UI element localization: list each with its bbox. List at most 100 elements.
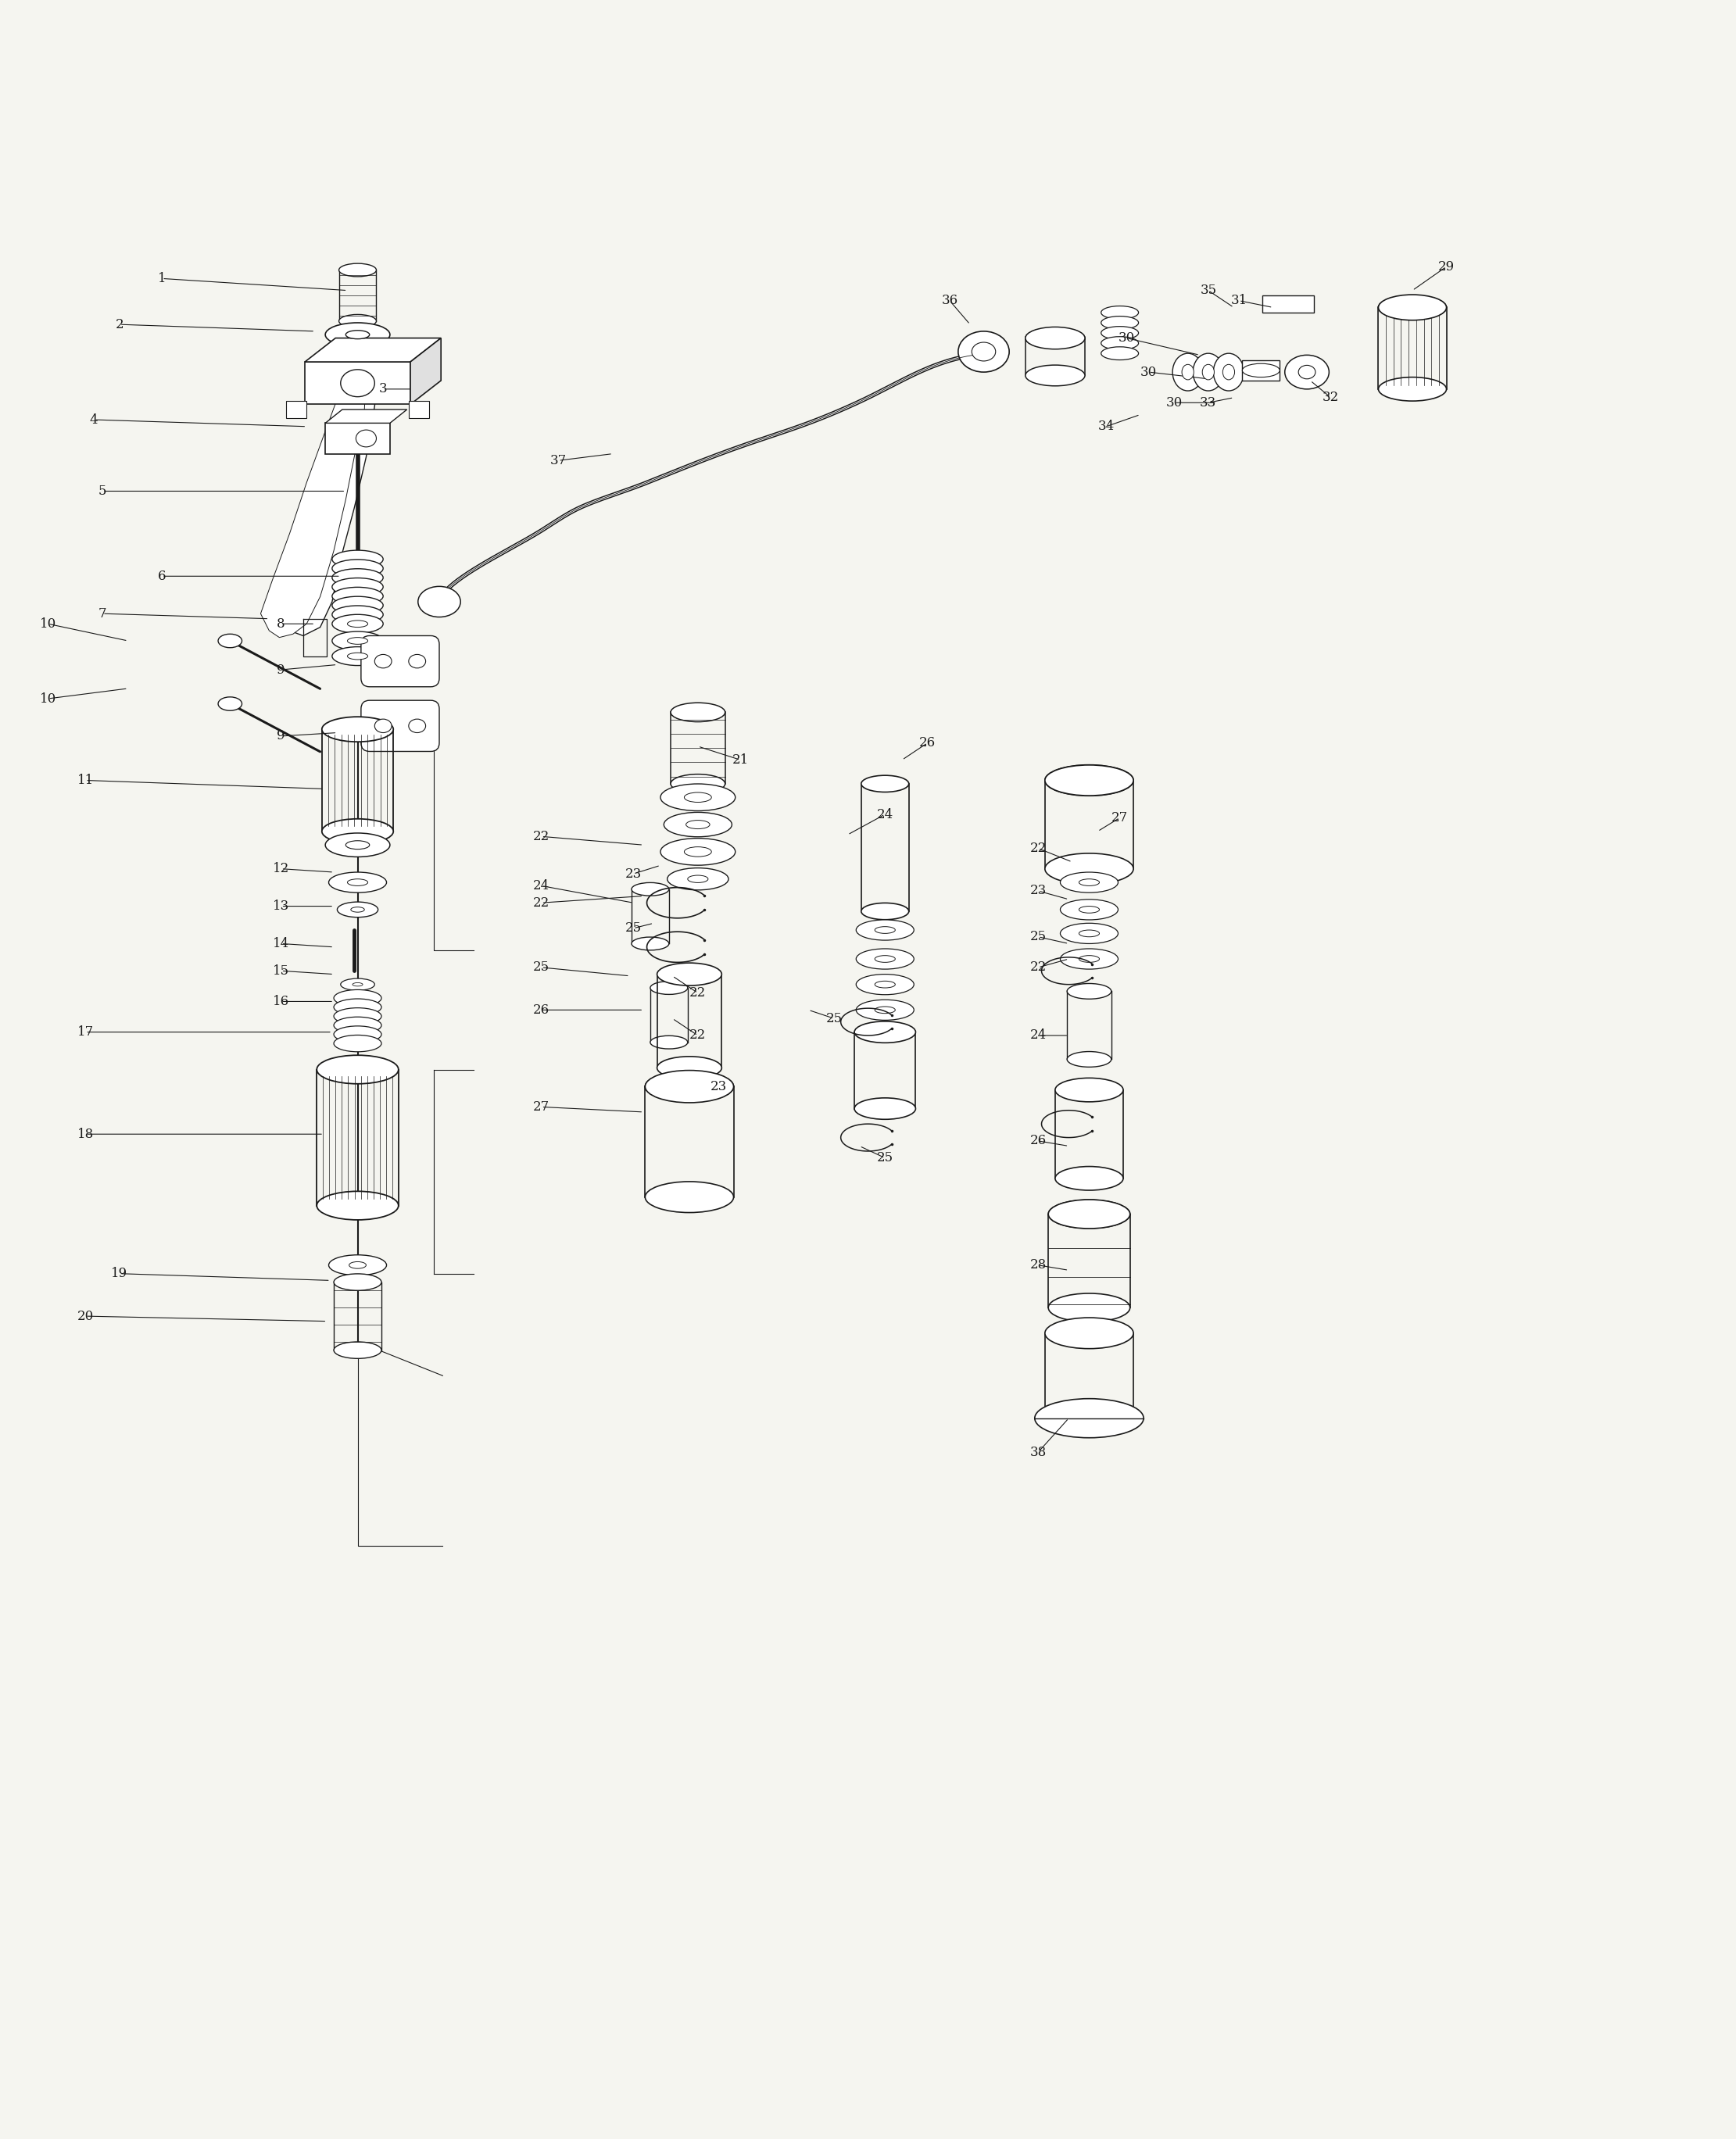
Text: 35: 35 — [1200, 284, 1217, 297]
Ellipse shape — [1378, 376, 1446, 400]
Ellipse shape — [333, 990, 382, 1005]
Ellipse shape — [375, 655, 392, 667]
Ellipse shape — [632, 937, 668, 950]
Polygon shape — [325, 409, 406, 424]
Text: 25: 25 — [533, 960, 550, 973]
Ellipse shape — [316, 1191, 399, 1219]
Ellipse shape — [1035, 1399, 1144, 1437]
Ellipse shape — [332, 605, 384, 625]
Ellipse shape — [332, 597, 384, 614]
Ellipse shape — [1213, 353, 1245, 391]
Ellipse shape — [333, 1027, 382, 1042]
Text: 6: 6 — [158, 569, 167, 582]
Bar — [1243, 359, 1279, 381]
Ellipse shape — [1172, 353, 1203, 391]
Text: 25: 25 — [877, 1151, 894, 1164]
Ellipse shape — [340, 978, 375, 990]
Ellipse shape — [686, 819, 710, 828]
Ellipse shape — [351, 907, 365, 911]
Ellipse shape — [856, 950, 913, 969]
Text: 8: 8 — [278, 618, 285, 631]
Text: 21: 21 — [733, 753, 748, 766]
Ellipse shape — [1222, 364, 1234, 381]
Ellipse shape — [1061, 924, 1118, 943]
Ellipse shape — [856, 920, 913, 941]
Ellipse shape — [1055, 1078, 1123, 1102]
Ellipse shape — [333, 1007, 382, 1025]
Ellipse shape — [670, 704, 726, 721]
Ellipse shape — [408, 719, 425, 734]
Ellipse shape — [1045, 853, 1134, 883]
Text: 22: 22 — [533, 830, 550, 843]
Ellipse shape — [1049, 1200, 1130, 1228]
Ellipse shape — [684, 791, 712, 802]
Text: 28: 28 — [1029, 1258, 1047, 1273]
Ellipse shape — [1061, 898, 1118, 920]
Ellipse shape — [875, 982, 896, 988]
Ellipse shape — [875, 1007, 896, 1014]
Text: 24: 24 — [1029, 1029, 1047, 1042]
Ellipse shape — [651, 1035, 687, 1048]
Ellipse shape — [632, 883, 668, 896]
Ellipse shape — [332, 550, 384, 569]
Text: 26: 26 — [533, 1003, 550, 1016]
Text: 38: 38 — [1029, 1446, 1047, 1459]
Text: 34: 34 — [1097, 419, 1115, 434]
Ellipse shape — [1080, 907, 1099, 913]
Text: 22: 22 — [533, 896, 550, 909]
Ellipse shape — [861, 776, 910, 791]
Text: 27: 27 — [533, 1099, 550, 1114]
Ellipse shape — [349, 1262, 366, 1268]
Ellipse shape — [352, 982, 363, 986]
Ellipse shape — [1193, 353, 1224, 391]
Ellipse shape — [1055, 1166, 1123, 1189]
Ellipse shape — [1203, 364, 1213, 381]
Text: 25: 25 — [1029, 930, 1047, 943]
Text: 36: 36 — [941, 293, 958, 308]
Ellipse shape — [1378, 295, 1446, 321]
Ellipse shape — [337, 903, 378, 918]
Text: 23: 23 — [1029, 883, 1047, 898]
Ellipse shape — [1080, 956, 1099, 963]
Ellipse shape — [1045, 766, 1134, 796]
Polygon shape — [260, 364, 366, 637]
Text: 32: 32 — [1323, 391, 1338, 404]
Ellipse shape — [321, 717, 394, 742]
Text: 29: 29 — [1437, 261, 1455, 274]
Ellipse shape — [332, 578, 384, 597]
Ellipse shape — [656, 963, 722, 986]
Ellipse shape — [328, 873, 387, 892]
Ellipse shape — [333, 1016, 382, 1033]
Text: 24: 24 — [877, 809, 894, 821]
Ellipse shape — [1080, 879, 1099, 886]
Ellipse shape — [356, 430, 377, 447]
Text: 19: 19 — [111, 1266, 128, 1281]
Ellipse shape — [1378, 295, 1446, 319]
Text: 23: 23 — [625, 866, 642, 881]
Text: 25: 25 — [826, 1012, 842, 1025]
Text: 24: 24 — [533, 879, 550, 892]
Ellipse shape — [854, 1020, 915, 1044]
Ellipse shape — [333, 1341, 382, 1358]
Ellipse shape — [958, 332, 1009, 372]
Bar — [306, 361, 410, 404]
Ellipse shape — [418, 586, 460, 616]
Ellipse shape — [345, 329, 370, 338]
Ellipse shape — [339, 314, 377, 327]
Ellipse shape — [333, 1035, 382, 1052]
Ellipse shape — [1285, 355, 1330, 389]
Ellipse shape — [347, 879, 368, 886]
Ellipse shape — [1243, 364, 1279, 376]
Ellipse shape — [1068, 1052, 1111, 1067]
Ellipse shape — [332, 614, 384, 633]
Ellipse shape — [1299, 366, 1316, 379]
FancyBboxPatch shape — [361, 699, 439, 751]
Ellipse shape — [1026, 366, 1085, 385]
Ellipse shape — [663, 813, 733, 836]
Ellipse shape — [646, 1072, 734, 1102]
Ellipse shape — [347, 652, 368, 659]
Ellipse shape — [375, 719, 392, 734]
Ellipse shape — [316, 1055, 399, 1084]
Polygon shape — [306, 338, 441, 361]
Ellipse shape — [687, 875, 708, 883]
